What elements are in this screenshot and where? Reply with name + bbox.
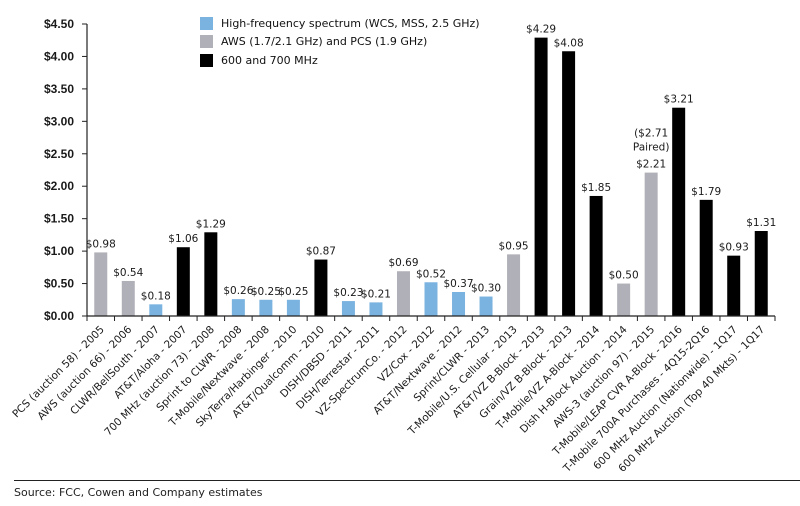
legend: High-frequency spectrum (WCS, MSS, 2.5 G… <box>200 14 480 70</box>
data-label: $0.93 <box>719 242 749 254</box>
bar-at-t-qualcomm-2010 <box>314 259 328 316</box>
bar-sprint-clwr-2013 <box>479 296 493 316</box>
bar-pcs-auction-58-2005 <box>94 252 108 316</box>
legend-swatch-600-700 <box>200 53 213 67</box>
data-label: $0.87 <box>306 246 336 258</box>
data-label: $1.79 <box>691 186 721 198</box>
data-label: $0.37 <box>443 278 473 290</box>
data-label: $0.52 <box>416 268 446 280</box>
legend-label-600-700: 600 and 700 MHz <box>221 53 318 67</box>
bar-t-mobile-leap-cvr-a-block-2016 <box>672 107 686 316</box>
data-label: $0.50 <box>609 270 639 282</box>
y-tick-label: $1.50 <box>44 212 74 226</box>
y-tick-label: $2.00 <box>44 179 74 193</box>
bar-aws-3-auction-97-2015 <box>644 172 658 316</box>
data-label: $0.23 <box>333 287 363 299</box>
bar-t-mobile-vz-a-block-2014 <box>589 195 603 316</box>
bar-chart: $0.00 $0.50 $1.00 $1.50 $2.00 $2.50 $3.00 $3.50… <box>10 17 777 475</box>
legend-item-aws-pcs: AWS (1.7/2.1 GHz) and PCS (1.9 GHz) <box>200 33 480 52</box>
data-label: $0.69 <box>388 257 418 269</box>
bar-600-mhz-auction-top-40-mkts-1q17 <box>754 230 768 316</box>
bar-grain-vz-b-block-2013 <box>562 51 576 317</box>
data-label: $1.85 <box>581 182 611 194</box>
bar-at-t-nextwave-2012 <box>452 291 466 316</box>
data-label: $4.08 <box>554 37 584 49</box>
data-label: $1.29 <box>196 218 226 230</box>
legend-swatch-high-frequency <box>200 16 213 30</box>
data-label: $0.21 <box>361 288 391 300</box>
source-note: Source: FCC, Cowen and Company estimates <box>14 486 263 499</box>
bar-dish-terrestar-2011 <box>369 302 383 316</box>
y-tick-label: $3.50 <box>44 82 74 96</box>
y-tick-label: $4.00 <box>44 49 74 63</box>
bar-t-mobile-nextwave-2008 <box>259 299 273 316</box>
x-axis <box>86 315 776 321</box>
bar-sprint-to-clwr-2008 <box>231 299 245 316</box>
data-label: $3.21 <box>664 94 694 106</box>
bar-skyterra-harbinger-2010 <box>286 299 300 316</box>
data-label: $1.06 <box>168 233 198 245</box>
data-label: $2.21 <box>636 159 666 171</box>
data-labels: $0.98$0.54$0.18$1.06$1.29$0.26$0.25$0.25… <box>86 24 777 303</box>
y-tick-label: $1.00 <box>44 244 74 258</box>
bar-t-mobile-u-s-cellular-2013 <box>507 254 521 316</box>
data-label: $0.30 <box>471 283 501 295</box>
legend-label-aws-pcs: AWS (1.7/2.1 GHz) and PCS (1.9 GHz) <box>221 35 428 49</box>
bars <box>94 37 768 317</box>
y-tick-label: $0.00 <box>44 309 74 323</box>
bar-t-mobile-700a-purchases-4q15-2q16 <box>699 199 713 316</box>
source-divider <box>14 480 800 481</box>
y-tick-label: $2.50 <box>44 147 74 161</box>
data-label: $0.26 <box>223 285 253 297</box>
data-label: $4.29 <box>526 24 556 36</box>
legend-item-high-frequency: High-frequency spectrum (WCS, MSS, 2.5 G… <box>200 14 480 33</box>
bar-600-mhz-auction-nationwide-1q17 <box>727 255 741 316</box>
bar-at-t-aloha-2007 <box>176 247 190 316</box>
data-label: $0.98 <box>86 238 116 250</box>
annotation-paired: ($2.71 <box>634 128 668 140</box>
data-label: $0.54 <box>113 267 143 279</box>
bar-700-mhz-auction-73-2008 <box>204 232 218 316</box>
data-label: $0.25 <box>278 286 308 298</box>
legend-swatch-aws-pcs <box>200 35 213 49</box>
bar-vz-spectrumco-2012 <box>396 271 410 316</box>
y-tick-label: $3.00 <box>44 114 74 128</box>
data-label: $0.95 <box>499 240 529 252</box>
bar-clwr-bellsouth-2007 <box>149 304 163 316</box>
data-label: $1.31 <box>746 217 776 229</box>
bar-vz-cox-2012 <box>424 282 438 316</box>
bar-at-t-vz-b-block-2013 <box>534 37 548 316</box>
legend-label-high-frequency: High-frequency spectrum (WCS, MSS, 2.5 G… <box>221 16 480 30</box>
bar-dish-dbsd-2011 <box>341 301 355 316</box>
y-axis: $0.00 $0.50 $1.00 $1.50 $2.00 $2.50 $3.00 $3.50… <box>44 17 88 323</box>
bar-dish-h-block-auction-2014 <box>617 283 631 316</box>
legend-item-600-700: 600 and 700 MHz <box>200 51 480 70</box>
data-label: $0.18 <box>141 290 171 302</box>
bar-aws-auction-66-2006 <box>121 280 135 316</box>
data-label: $0.25 <box>251 286 281 298</box>
y-tick-label: $0.50 <box>44 277 74 291</box>
annotation-paired: Paired) <box>633 142 670 154</box>
y-tick-label: $4.50 <box>44 17 74 31</box>
